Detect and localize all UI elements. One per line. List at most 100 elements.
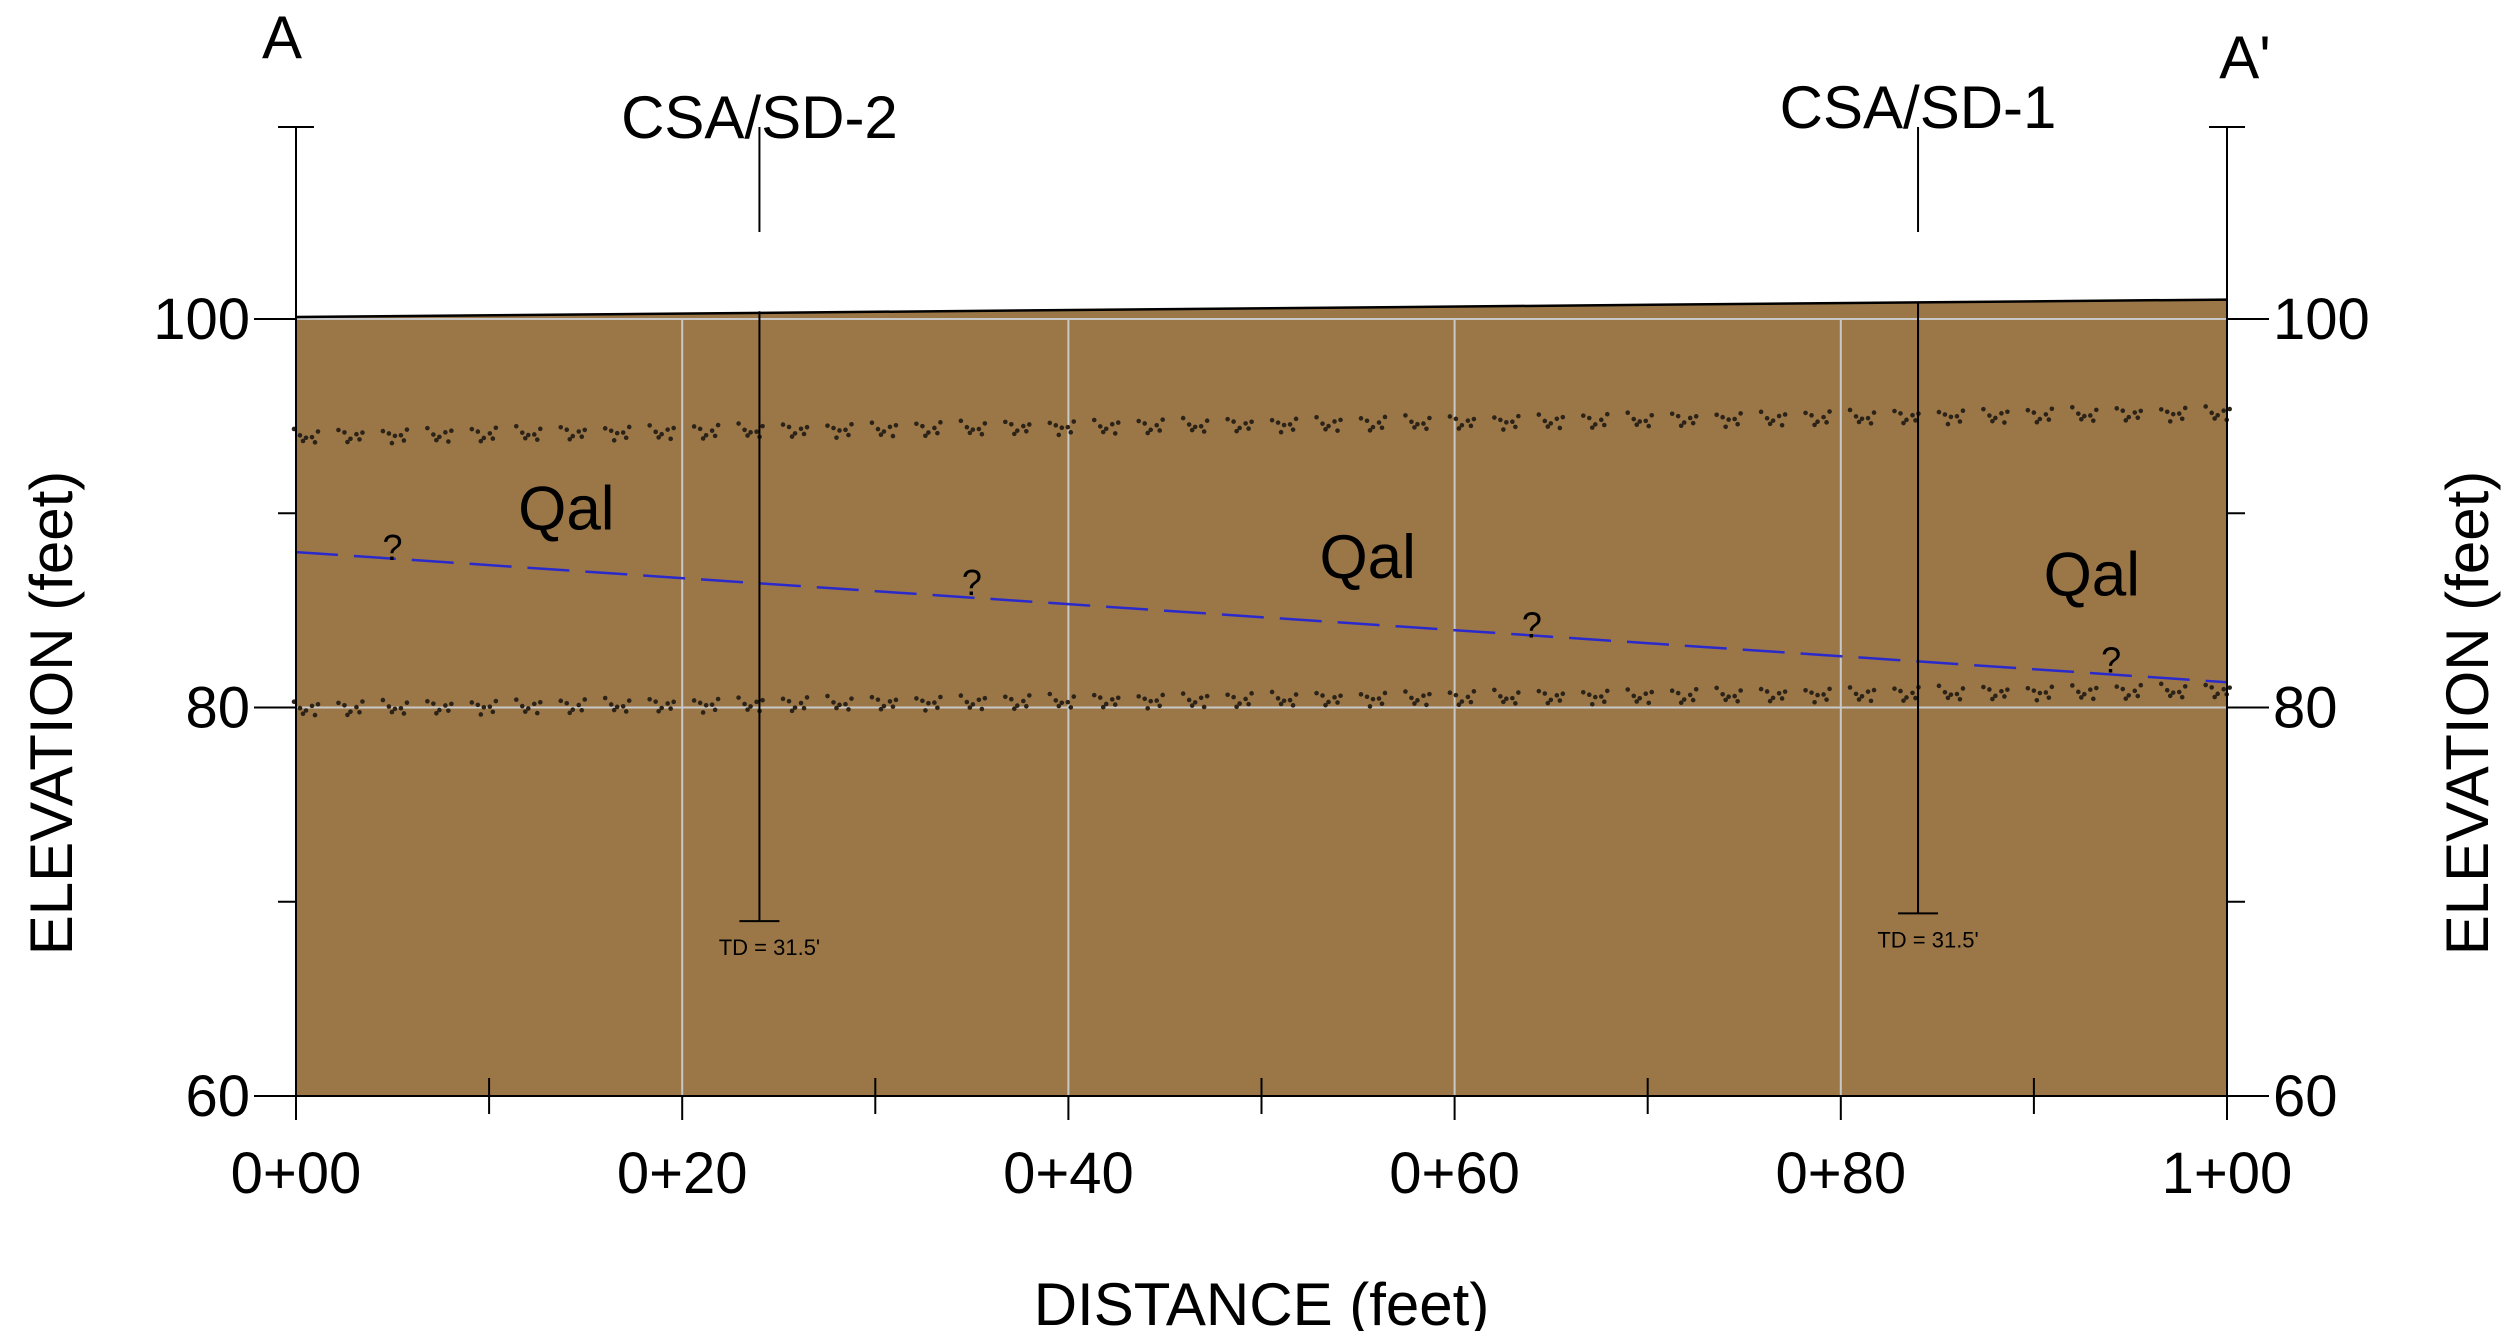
- gravel-dot: [537, 699, 543, 705]
- gravel-dot: [2203, 682, 2208, 688]
- gravel-dot: [386, 704, 392, 709]
- gravel-dot: [1945, 421, 1951, 427]
- gravel-dot: [475, 702, 481, 708]
- gravel-dot: [300, 438, 306, 444]
- gravel-dot: [2158, 681, 2164, 687]
- gravel-dot: [1145, 706, 1151, 711]
- gravel-dot: [2049, 406, 2055, 412]
- gravel-dot: [564, 700, 570, 706]
- x-tick-label: 0+00: [231, 1141, 362, 1206]
- gravel-dot: [2037, 416, 2043, 422]
- gravel-dot: [1690, 697, 1696, 703]
- gravel-dot: [780, 696, 786, 702]
- gravel-dot: [2046, 417, 2052, 422]
- gravel-dot: [2176, 689, 2182, 695]
- gravel-dot: [1589, 425, 1595, 430]
- gravel-dot: [668, 706, 673, 711]
- gravel-dot: [1003, 694, 1008, 700]
- gravel-dot: [2227, 685, 2232, 690]
- gravel-dot: [2203, 404, 2208, 409]
- gravel-dot: [1027, 693, 1032, 698]
- gravel-dot: [691, 698, 697, 703]
- gravel-dot: [709, 428, 715, 433]
- gravel-dot: [742, 427, 747, 433]
- gravel-dot: [2215, 691, 2220, 697]
- gravel-dot: [1275, 696, 1281, 701]
- gravel-dot: [1012, 431, 1017, 437]
- gravel-dot: [2167, 419, 2173, 424]
- gravel-dot: [1269, 689, 1275, 695]
- gravel-dot: [1053, 698, 1059, 703]
- gravel-dot: [478, 712, 484, 717]
- x-tick-label: 0+60: [1389, 1141, 1520, 1206]
- gravel-dot: [2049, 684, 2055, 690]
- gravel-dot: [958, 693, 964, 698]
- gravel-dot: [1936, 409, 1942, 415]
- gravel-dot: [431, 432, 436, 437]
- gravel-dot: [1376, 696, 1382, 701]
- gravel-dot: [1015, 428, 1020, 433]
- gravel-dot: [887, 699, 893, 704]
- gravel-dot: [2221, 686, 2226, 692]
- gravel-dot: [2179, 694, 2185, 700]
- gravel-dot: [1068, 430, 1074, 435]
- gravel-dot: [1954, 413, 1960, 419]
- gravel-dot: [1592, 694, 1598, 700]
- gravel-dot: [792, 705, 798, 710]
- gravel-dot: [1071, 694, 1077, 699]
- gravel-dot: [1637, 696, 1643, 701]
- gravel-dot: [1115, 420, 1121, 425]
- gravel-dot: [1447, 690, 1453, 696]
- gravel-dot: [2164, 409, 2170, 415]
- gravel-dot: [570, 707, 576, 712]
- gravel-dot: [1412, 701, 1417, 706]
- gravel-dot: [715, 422, 721, 428]
- gravel-dot: [1501, 427, 1506, 432]
- gravel-dot: [1370, 696, 1376, 702]
- gravel-dot: [1678, 423, 1684, 429]
- gravel-dot: [2070, 404, 2075, 410]
- gravel-dot: [843, 701, 848, 707]
- gravel-dot: [534, 437, 540, 442]
- gravel-dot: [1234, 428, 1239, 434]
- gravel-dot: [1764, 415, 1770, 421]
- gravel-dot: [831, 425, 836, 431]
- gravel-dot: [1287, 422, 1293, 427]
- gravel-dot: [1492, 415, 1497, 420]
- gravel-dot: [312, 712, 318, 718]
- gravel-dot: [1957, 696, 1963, 702]
- gravel-dot: [1586, 415, 1592, 421]
- gravel-dot: [1735, 421, 1740, 427]
- gravel-dot: [1403, 413, 1408, 418]
- gravel-dot: [2025, 685, 2031, 691]
- gravel-dot: [920, 423, 925, 429]
- gravel-dot: [1815, 419, 1820, 425]
- gravel-dot: [1145, 430, 1151, 436]
- gravel-dot: [1910, 412, 1915, 418]
- gravel-dot: [1021, 423, 1026, 429]
- gravel-dot: [1186, 697, 1192, 703]
- gravel-dot: [2215, 412, 2220, 418]
- gravel-dot: [703, 432, 709, 438]
- gravel-dot: [703, 702, 709, 708]
- gravel-dot: [1856, 697, 1862, 702]
- gravel-dot: [2132, 688, 2138, 694]
- gravel-dot: [2221, 408, 2226, 413]
- gravel-dot: [967, 430, 973, 436]
- gravel-dot: [1720, 691, 1725, 697]
- gravel-dot: [1160, 417, 1166, 422]
- boring-name-label: CSA/SD-2: [621, 84, 898, 151]
- gravel-dot: [1290, 427, 1296, 432]
- gravel-dot: [1856, 419, 1862, 425]
- gravel-dot: [1320, 693, 1325, 698]
- gravel-dot: [1516, 413, 1521, 419]
- gravel-dot: [2091, 418, 2096, 423]
- gravel-dot: [1065, 699, 1071, 705]
- gravel-dot: [579, 434, 585, 439]
- gravel-dot: [831, 700, 836, 705]
- gravel-dot: [1726, 694, 1731, 699]
- gravel-dot: [1557, 425, 1563, 431]
- gravel-dot: [1776, 690, 1782, 696]
- gravel-dot: [935, 705, 940, 711]
- gravel-dot: [1367, 704, 1373, 709]
